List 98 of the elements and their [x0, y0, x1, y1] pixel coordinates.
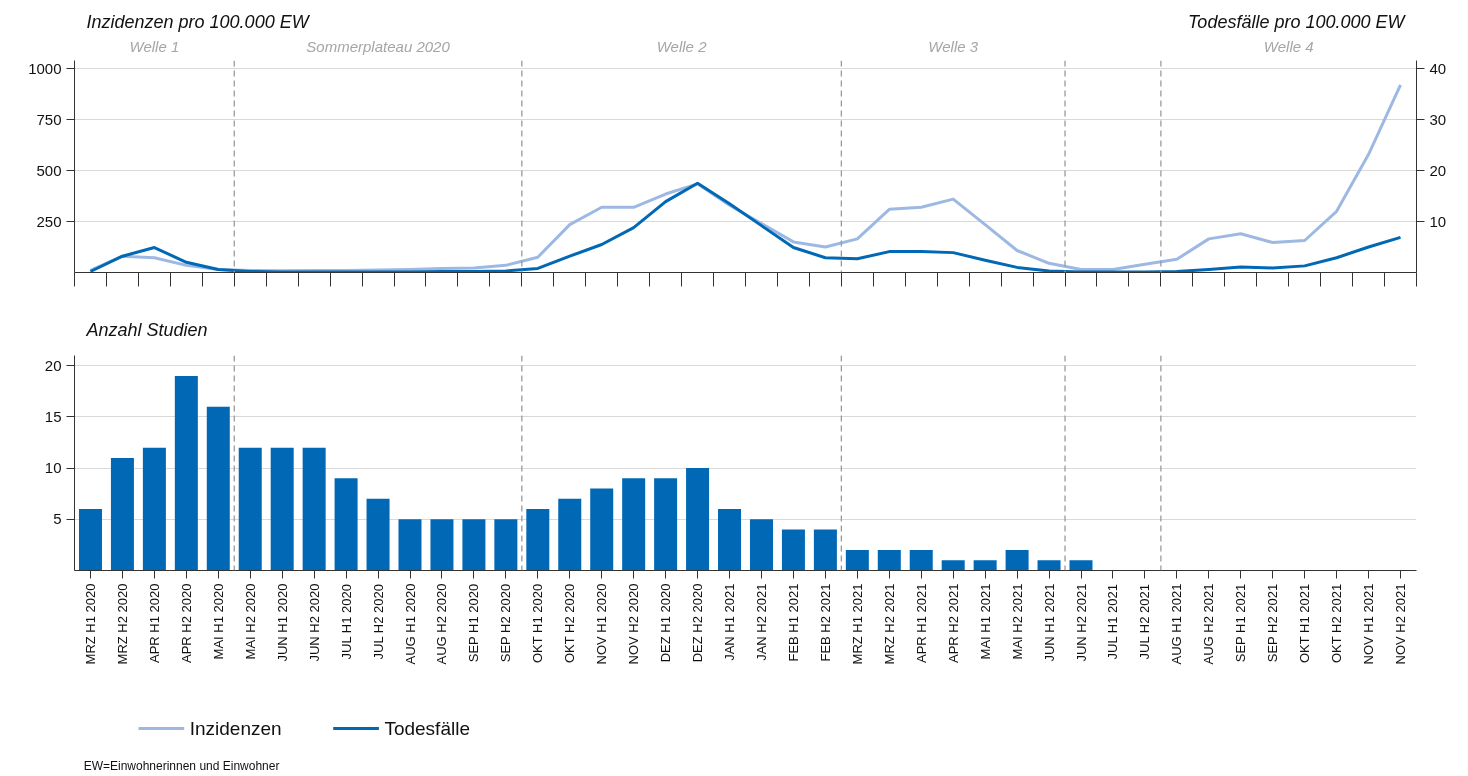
x-tick-label: JUN H1 2020 [274, 583, 290, 662]
x-tick-label: MAI H1 2021 [977, 583, 993, 660]
y-tick-label: 10 [44, 459, 62, 477]
x-tick-label: JUN H2 2020 [306, 583, 322, 662]
x-tick-label: JUL H2 2021 [1137, 583, 1153, 660]
bar [686, 468, 710, 571]
text: Welle 2 [656, 38, 708, 55]
text: Welle 3 [928, 38, 979, 55]
x-tick-label: JUL H1 2021 [1105, 583, 1121, 660]
x-tick-label: SEP H2 2020 [498, 583, 514, 663]
x-tick-label: JUL H1 2020 [338, 583, 354, 660]
y2-tick-label: 20 [1429, 161, 1447, 179]
bar [142, 447, 166, 571]
bar [78, 509, 102, 571]
x-tick-label: JUN H1 2021 [1041, 583, 1057, 662]
legend-label: Inzidenzen [189, 718, 282, 739]
text: Welle 4 [1263, 38, 1314, 55]
bar [206, 406, 230, 571]
bar [877, 550, 901, 571]
bar [845, 550, 869, 571]
bar [526, 509, 550, 571]
x-tick-label: SEP H1 2020 [466, 583, 482, 663]
bar [1005, 550, 1029, 571]
x-tick-label: NOV H2 2020 [626, 583, 642, 665]
y2-tick-label: 10 [1429, 212, 1447, 230]
bar [749, 519, 773, 571]
y-axis-title: Inzidenzen pro 100.000 EW [86, 11, 311, 32]
bar [813, 529, 837, 571]
bar [302, 447, 326, 571]
bar [334, 478, 358, 571]
y-tick-label: 15 [44, 407, 62, 425]
x-tick-label: MRZ H1 2021 [849, 583, 865, 665]
x-tick-label: OKT H2 2020 [562, 583, 578, 663]
bar [558, 498, 582, 571]
text: Sommerplateau 2020 [306, 38, 451, 55]
bar [238, 447, 262, 571]
bar [590, 488, 614, 571]
x-tick-label: AUG H1 2021 [1169, 583, 1185, 665]
bar [909, 550, 933, 571]
bar [430, 519, 454, 571]
y2-tick-label: 40 [1429, 59, 1447, 77]
x-tick-label: SEP H1 2021 [1233, 583, 1249, 663]
x-tick-label: JAN H2 2021 [753, 583, 769, 661]
x-tick-label: JAN H1 2021 [722, 583, 738, 661]
y-tick-label: 250 [36, 212, 62, 230]
x-tick-label: APR H2 2021 [945, 583, 961, 663]
bar [622, 478, 646, 571]
bar [270, 447, 294, 571]
bar [174, 375, 198, 571]
bar [718, 509, 742, 571]
x-tick-label: OKT H1 2020 [530, 583, 546, 663]
bar [1069, 560, 1093, 571]
x-tick-label: DEZ H1 2020 [658, 583, 674, 663]
x-tick-label: SEP H2 2021 [1265, 583, 1281, 663]
x-tick-label: MRZ H1 2020 [82, 583, 98, 665]
bar [398, 519, 422, 571]
text: Welle 1 [129, 38, 180, 55]
x-tick-label: JUL H2 2020 [370, 583, 386, 660]
x-tick-label: APR H1 2021 [913, 583, 929, 663]
legend-label: Todesfälle [384, 718, 470, 739]
x-tick-label: AUG H1 2020 [402, 583, 418, 665]
line-series [88, 181, 1403, 273]
x-tick-label: MRZ H2 2021 [881, 583, 897, 665]
bar [110, 457, 134, 571]
y-axis-title: Anzahl Studien [85, 319, 208, 340]
x-tick-label: FEB H1 2021 [785, 583, 801, 662]
x-tick-label: APR H1 2020 [146, 583, 162, 663]
x-tick-label: MRZ H2 2020 [114, 583, 130, 665]
y-tick-label: 500 [36, 161, 62, 179]
bar [366, 498, 390, 571]
x-tick-label: OKT H1 2021 [1297, 583, 1313, 663]
y-tick-label: 750 [36, 110, 62, 128]
y2-axis-title: Todesfälle pro 100.000 EW [1188, 11, 1407, 32]
x-tick-label: MAI H1 2020 [210, 583, 226, 660]
bar [654, 478, 678, 571]
x-tick-label: NOV H1 2021 [1361, 583, 1377, 665]
bar [973, 560, 997, 571]
x-tick-label: AUG H2 2021 [1201, 583, 1217, 665]
x-tick-label: AUG H2 2020 [434, 583, 450, 665]
bar [941, 560, 965, 571]
bar [781, 529, 805, 571]
y-tick-label: 1000 [28, 59, 62, 77]
x-tick-label: APR H2 2020 [178, 583, 194, 663]
y-tick-label: 20 [44, 356, 62, 374]
x-tick-label: MAI H2 2020 [242, 583, 258, 660]
bar [494, 519, 518, 571]
x-tick-label: NOV H2 2021 [1393, 583, 1409, 665]
y-tick-label: 5 [53, 510, 62, 528]
y2-tick-label: 30 [1429, 110, 1447, 128]
x-tick-label: OKT H2 2021 [1329, 583, 1345, 663]
x-tick-label: DEZ H2 2020 [690, 583, 706, 663]
text: EW=Einwohnerinnen und Einwohner [83, 758, 280, 773]
bar [1037, 560, 1061, 571]
x-tick-label: MAI H2 2021 [1009, 583, 1025, 660]
x-tick-label: JUN H2 2021 [1073, 583, 1089, 662]
x-tick-label: NOV H1 2020 [594, 583, 610, 665]
x-tick-label: FEB H2 2021 [817, 583, 833, 662]
bar [462, 519, 486, 571]
